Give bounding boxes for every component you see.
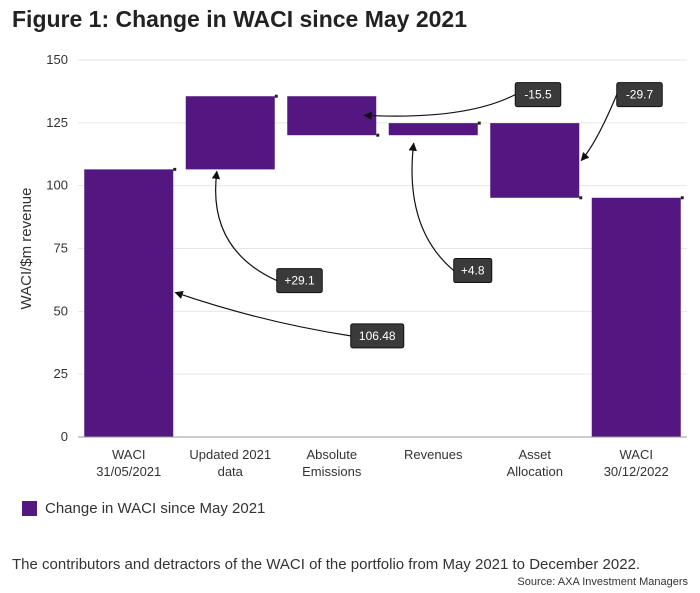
callout-arrows — [174, 94, 618, 337]
bar-connector-2 — [376, 133, 380, 137]
waterfall-chart: 0 25 50 75 100 125 150 WACI/$m revenue WACI 31/05… — [18, 52, 687, 479]
callout-label: +4.8 — [461, 264, 485, 278]
y-tick-label: 150 — [46, 52, 68, 67]
bar-4 — [490, 123, 580, 198]
callout-label: 106.48 — [359, 329, 396, 343]
x-tick-label: Revenues — [404, 447, 463, 462]
y-tick-label: 125 — [46, 115, 68, 130]
x-tick-label: WACI 30/12/2022 — [604, 447, 669, 479]
x-tick-label: Absolute Emissions — [302, 447, 362, 479]
callout-box — [514, 82, 562, 108]
axes: 0 25 50 75 100 125 150 WACI/$m revenue WACI 31/05… — [18, 52, 687, 479]
gridlines — [78, 59, 687, 375]
callout-4: -29.7 — [616, 82, 663, 108]
bar-1 — [185, 96, 275, 170]
callout-box — [276, 268, 323, 294]
x-tick-label: Asset Allocation — [507, 447, 563, 479]
y-axis-label: WACI/$m revenue — [18, 188, 35, 310]
bar-connector-3 — [477, 121, 481, 125]
callout-arrow-2 — [363, 94, 516, 120]
legend-label: Change in WACI since May 2021 — [45, 500, 266, 517]
callout-label: +29.1 — [284, 274, 315, 288]
page-title: Figure 1: Change in WACI since May 2021 — [12, 6, 468, 32]
source-note: Source: AXA Investment Managers — [517, 576, 688, 588]
callouts: 106.48 +29.1 -15.5 +4.8 -29.7 — [276, 82, 663, 349]
callout-1: +29.1 — [276, 268, 323, 294]
callout-box — [350, 323, 405, 349]
legend-swatch — [22, 501, 37, 516]
bar-connector-5 — [680, 196, 684, 200]
bar-connector-1 — [274, 94, 278, 98]
callout-arrow-1 — [211, 170, 277, 282]
bar-3 — [388, 123, 478, 136]
callout-2: -15.5 — [514, 82, 562, 108]
bars — [84, 94, 684, 438]
bar-0 — [84, 169, 174, 438]
callout-box — [453, 258, 493, 284]
y-tick-label: 25 — [54, 366, 68, 381]
legend: Change in WACI since May 2021 — [22, 500, 265, 517]
bar-5 — [591, 197, 681, 437]
callout-arrow-0 — [174, 290, 351, 337]
y-tick-label: 100 — [46, 178, 68, 193]
callout-box — [616, 82, 663, 108]
x-tick-label: Updated 2021 data — [189, 447, 271, 479]
callout-arrow-3 — [408, 142, 455, 272]
y-tick-label: 0 — [61, 429, 68, 444]
y-tick-label: 50 — [54, 303, 68, 318]
bar-connector-0 — [173, 167, 177, 171]
y-tick-label: 75 — [54, 241, 68, 256]
callout-3: +4.8 — [453, 258, 493, 284]
callout-label: -29.7 — [626, 88, 654, 102]
bar-2 — [287, 96, 377, 136]
callout-label: -15.5 — [524, 88, 552, 102]
bar-connector-4 — [579, 196, 583, 200]
callout-arrow-4 — [580, 94, 618, 162]
callout-0: 106.48 — [350, 323, 405, 349]
caption: The contributors and detractors of the W… — [12, 556, 641, 573]
x-tick-label: WACI 31/05/2021 — [96, 447, 161, 479]
